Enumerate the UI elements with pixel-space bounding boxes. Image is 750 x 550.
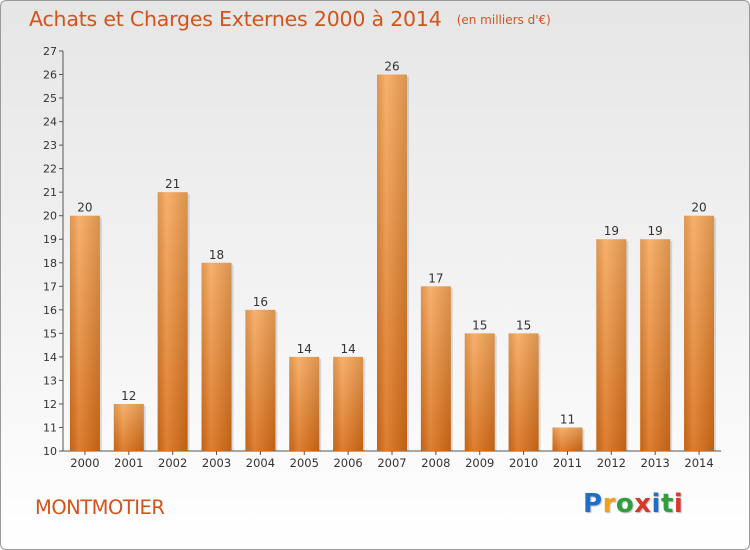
- bar-shade: [245, 309, 276, 451]
- y-tick-label: 26: [43, 69, 57, 82]
- x-tick-label: 2013: [641, 456, 670, 470]
- bar-shade: [464, 333, 495, 451]
- bar-shade: [552, 427, 583, 451]
- y-axis: 10 11 12 13 14 15 16 17 18 19 20 21 22 23 24 25 26 27: [43, 45, 64, 458]
- logo-letter: t: [660, 489, 674, 519]
- bar-shade: [640, 239, 671, 451]
- y-tick-label: 24: [43, 116, 57, 129]
- y-tick-label: 18: [43, 257, 57, 270]
- bars: 20 12 21 18 16 14 14 26 17 15 15 11 19 19 20: [69, 60, 717, 452]
- y-tick-label: 15: [43, 327, 57, 340]
- bar-shade: [333, 356, 364, 451]
- y-tick-label: 23: [43, 139, 57, 152]
- bar-value-label: 12: [121, 389, 136, 403]
- bar-value-label: 14: [340, 342, 355, 356]
- bar-value-label: 19: [648, 224, 663, 238]
- logo-letter: x: [634, 489, 652, 519]
- y-tick-label: 20: [43, 210, 57, 223]
- logo-letter: o: [615, 489, 635, 519]
- bar-value-label: 21: [165, 177, 180, 191]
- bar-value-label: 11: [560, 412, 575, 426]
- x-tick-label: 2006: [333, 456, 362, 470]
- x-tick-label: 2007: [377, 456, 406, 470]
- logo-letter: i: [673, 489, 684, 519]
- bar-shade: [596, 239, 627, 451]
- x-tick-label: 2011: [553, 456, 582, 470]
- x-tick-label: 2005: [290, 456, 319, 470]
- x-tick-label: 2010: [509, 456, 538, 470]
- y-tick-label: 19: [43, 233, 57, 246]
- chart-unit: (en milliers d'€): [456, 13, 551, 27]
- commune-name: MONTMOTIER: [35, 496, 165, 519]
- y-tick-label: 25: [43, 92, 57, 105]
- bar-shade: [201, 262, 232, 451]
- bar-value-label: 18: [209, 248, 224, 262]
- bar-shade: [377, 74, 407, 451]
- bar-value-label: 15: [472, 318, 487, 332]
- y-tick-label: 14: [43, 351, 57, 364]
- x-axis: 2000 2001 2002 2003 2004 2005 2006 2007 2008 2009…: [63, 450, 721, 470]
- bar-value-label: 26: [384, 60, 399, 74]
- bar-value-label: 20: [691, 201, 706, 215]
- bar-shade: [508, 333, 539, 451]
- bar-shade: [113, 403, 144, 451]
- proxiti-logo: Proxiti: [583, 489, 683, 519]
- y-tick-label: 11: [43, 421, 57, 434]
- x-tick-label: 2004: [246, 456, 275, 470]
- chart-title: Achats et Charges Externes 2000 à 2014: [29, 7, 442, 31]
- y-tick-label: 17: [43, 280, 57, 293]
- x-tick-label: 2001: [114, 456, 143, 470]
- bar-value-label: 19: [604, 224, 619, 238]
- logo-letter: i: [651, 489, 661, 519]
- y-tick-label: 12: [43, 398, 57, 411]
- y-tick-label: 13: [43, 374, 57, 387]
- x-tick-label: 2003: [202, 456, 231, 470]
- x-tick-label: 2008: [421, 456, 450, 470]
- x-tick-label: 2012: [597, 456, 626, 470]
- x-tick-label: 2002: [158, 456, 187, 470]
- bar-shade: [157, 192, 188, 452]
- bar-shade: [684, 215, 715, 451]
- y-tick-label: 21: [43, 186, 57, 199]
- bar-value-label: 15: [516, 318, 531, 332]
- x-tick-label: 2009: [465, 456, 494, 470]
- x-tick-label: 2014: [684, 456, 713, 470]
- bar-value-label: 20: [77, 201, 92, 215]
- bar-value-label: 14: [297, 342, 312, 356]
- bar-shade: [420, 286, 451, 451]
- bar-shade: [289, 356, 320, 451]
- x-tick-label: 2000: [70, 456, 99, 470]
- bar-value-label: 16: [253, 295, 268, 309]
- y-tick-label: 16: [43, 304, 57, 317]
- y-tick-label: 22: [43, 163, 57, 176]
- y-tick-label: 27: [43, 45, 57, 58]
- logo-letter: P: [583, 489, 603, 519]
- logo-letter: r: [602, 489, 616, 519]
- title-line: Achats et Charges Externes 2000 à 2014 (…: [29, 7, 551, 31]
- bar-value-label: 17: [428, 271, 443, 285]
- y-tick-label: 10: [43, 445, 57, 458]
- bar-shade: [69, 215, 100, 451]
